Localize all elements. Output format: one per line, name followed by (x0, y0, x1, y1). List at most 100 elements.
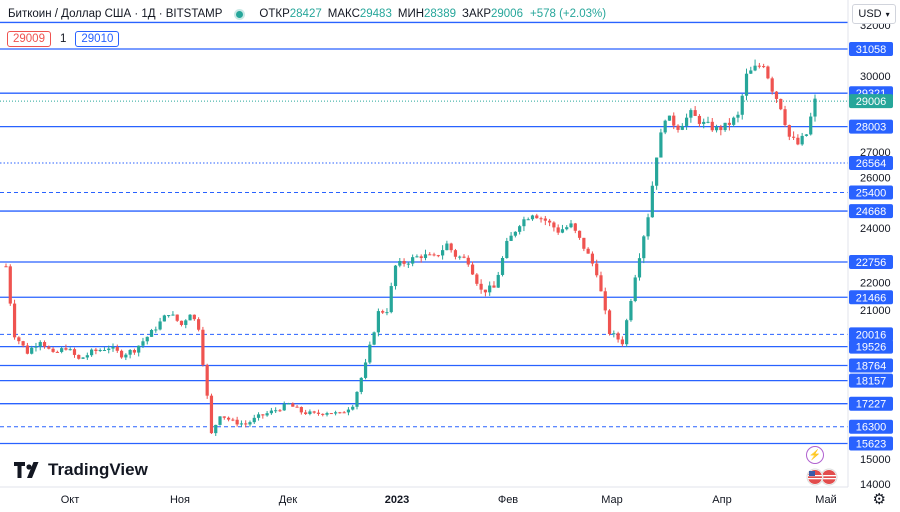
candle-body (573, 223, 577, 231)
candle-body (462, 256, 466, 258)
candle-body (466, 257, 470, 265)
level-price-tag (849, 419, 893, 434)
candle-body (783, 109, 787, 126)
candle-body (338, 412, 342, 414)
candle-body (796, 137, 800, 145)
candle-body (612, 333, 616, 335)
trade-buttons: 29009 1 29010 (7, 31, 120, 47)
candle-body (115, 347, 119, 351)
candle-body (145, 336, 149, 342)
candle-body (706, 121, 710, 123)
candle-body (470, 264, 475, 275)
candle-body (513, 231, 517, 236)
candle-body (141, 341, 145, 346)
us-flag-icon[interactable] (805, 467, 839, 487)
level-price-tag (849, 255, 893, 270)
x-tick-label: Апр (712, 494, 731, 506)
candle-body (488, 285, 492, 293)
candle-body (402, 261, 406, 264)
candle-body (372, 332, 376, 345)
candle-body (779, 98, 783, 110)
candle-body (762, 66, 766, 68)
close-label: ЗАКР (462, 8, 491, 20)
candle-body (102, 350, 107, 352)
price-axis[interactable]: 1400015000200002100022000240002600027000… (860, 20, 891, 491)
y-tick-label: 27000 (860, 147, 891, 159)
candle-body (526, 219, 530, 221)
candle-body (107, 348, 111, 351)
candle-body (248, 422, 252, 425)
candle-body (60, 348, 64, 352)
candle-body (25, 345, 30, 354)
candle-body (132, 350, 137, 353)
tradingview-logo[interactable]: TradingView (14, 460, 148, 480)
candle-body (552, 222, 556, 228)
candle-body (368, 344, 372, 363)
candle-body (393, 265, 398, 287)
candle-body (680, 125, 684, 130)
level-price-tag (849, 436, 893, 451)
candle-body (625, 320, 629, 345)
candle-body (586, 248, 590, 254)
sell-button[interactable]: 29009 (7, 31, 51, 47)
high-value: 29483 (359, 8, 392, 20)
candle-body (325, 413, 329, 415)
candle-body (599, 275, 603, 292)
candle-body (175, 314, 179, 321)
candle-body (500, 257, 505, 275)
candle-body (149, 329, 154, 337)
candle-body (51, 348, 55, 352)
level-price-label: 22756 (856, 257, 887, 269)
candle-body (359, 377, 363, 392)
gear-icon[interactable]: ⚙ (872, 491, 886, 508)
x-tick-label: 2023 (385, 494, 409, 506)
candle-body (616, 333, 620, 340)
brand-name: TradingView (48, 460, 148, 479)
candle-body (209, 395, 214, 434)
candle-body (719, 126, 723, 131)
candle-body (629, 301, 633, 321)
candle-body (355, 391, 359, 407)
x-tick-label: Окт (61, 494, 80, 506)
candle-body (655, 157, 659, 186)
candle-body (813, 98, 817, 117)
candle-body (167, 315, 171, 317)
candle-body (124, 354, 128, 358)
candle-body (732, 117, 736, 125)
candle-body (800, 135, 804, 145)
candle-body (475, 274, 479, 284)
symbol-title[interactable]: Биткоин / Доллар США · 1Д · BITSTAMP (8, 8, 223, 20)
candle-body (565, 227, 569, 230)
level-price-label: 31058 (856, 44, 887, 56)
candle-body (244, 423, 248, 425)
candle-body (496, 274, 500, 288)
time-axis[interactable]: Окт Ноя Дек 2023 Фев Мар Апр Май (61, 494, 837, 506)
candle-body (128, 350, 132, 355)
candle-body (458, 256, 462, 258)
candle-body (81, 357, 85, 359)
candle-body (548, 220, 552, 223)
horizontal-levels[interactable] (0, 21, 848, 445)
legend-header: Биткоин / Доллар США · 1Д · BITSTAMP ОТК… (8, 8, 606, 20)
candle-body (34, 346, 38, 348)
candle-body (265, 413, 269, 416)
candle-body (419, 256, 423, 259)
open-value: 28427 (289, 8, 322, 20)
candle-body (162, 315, 166, 322)
level-price-tag (849, 373, 893, 388)
candle-body (274, 410, 278, 412)
x-tick-label: Май (815, 494, 837, 506)
chevron-down-icon: ▾ (885, 9, 890, 19)
level-price-label: 17227 (856, 399, 887, 411)
candle-body (351, 406, 355, 410)
candle-body (68, 349, 72, 351)
buy-button[interactable]: 29010 (75, 31, 120, 47)
candle-body (308, 411, 312, 414)
candle-body (47, 346, 51, 349)
flash-icon[interactable]: ⚡ (806, 446, 824, 464)
tradingview-logo-icon (14, 462, 39, 478)
candle-body (753, 65, 757, 71)
candle-body (111, 347, 115, 349)
currency-selector[interactable]: USD ▾ (852, 4, 896, 24)
